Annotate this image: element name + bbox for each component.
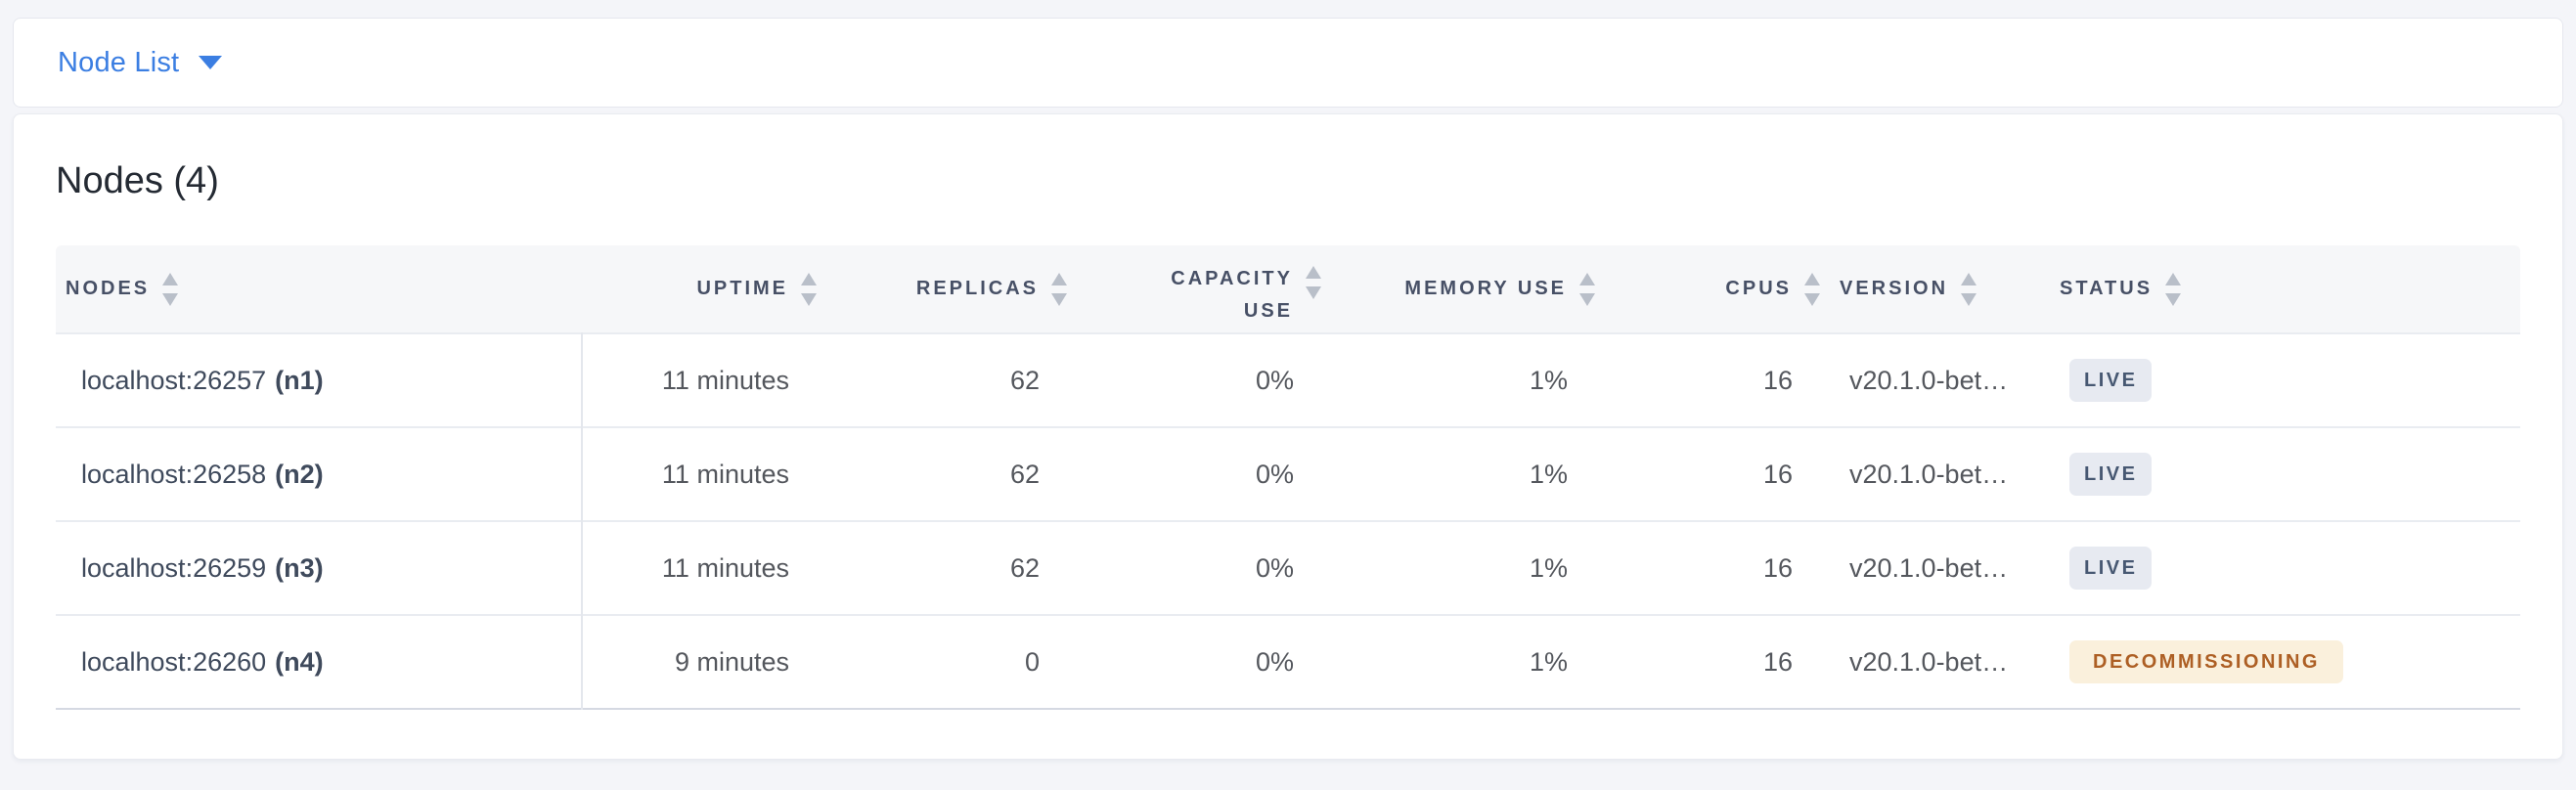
- replicas-cell: 62: [1009, 365, 1040, 395]
- column-label: NODES: [66, 278, 151, 299]
- column-header-replicas[interactable]: REPLICAS: [826, 245, 1077, 333]
- capacity-use-cell: 0%: [1255, 459, 1294, 489]
- table-row: localhost:26258 (n2) 11 minutes 62 0% 1% …: [56, 427, 2520, 521]
- sort-icon: [1961, 272, 1977, 306]
- version-cell: v20.1.0-bet…: [1849, 646, 2009, 677]
- node-address: localhost:26260: [81, 646, 267, 677]
- uptime-cell: 11 minutes: [661, 365, 789, 395]
- table-header-row: NODES UPTIME REPLICAS CAPACITY USE MEMOR…: [56, 245, 2520, 333]
- column-header-uptime[interactable]: UPTIME: [582, 245, 826, 333]
- nodes-panel: Nodes (4) NODES UPTIME REPLICAS CAPACITY…: [13, 113, 2563, 760]
- replicas-cell: 62: [1009, 459, 1040, 489]
- memory-use-cell: 1%: [1529, 365, 1568, 395]
- sort-icon: [162, 272, 179, 306]
- column-label: STATUS: [2060, 278, 2154, 299]
- panel-title: Nodes (4): [56, 160, 219, 201]
- cpus-cell: 16: [1762, 646, 1793, 677]
- version-cell: v20.1.0-bet…: [1849, 459, 2009, 489]
- sort-icon: [2165, 272, 2182, 306]
- cpus-cell: 16: [1762, 459, 1793, 489]
- status-badge: DECOMMISSIONING: [2069, 640, 2343, 683]
- status-cell: LIVE: [2050, 521, 2520, 615]
- status-cell: DECOMMISSIONING: [2050, 615, 2520, 709]
- node-id: (n3): [275, 552, 324, 583]
- status-badge: LIVE: [2069, 359, 2153, 402]
- uptime-cell: 11 minutes: [661, 552, 789, 583]
- chevron-down-icon: [199, 56, 223, 69]
- node-id: (n1): [275, 365, 324, 395]
- nodes-table: NODES UPTIME REPLICAS CAPACITY USE MEMOR…: [56, 245, 2520, 710]
- column-label: VERSION: [1840, 278, 1949, 299]
- column-label: CAPACITY USE: [1171, 268, 1293, 322]
- table-row: localhost:26259 (n3) 11 minutes 62 0% 1% …: [56, 521, 2520, 615]
- uptime-cell: 11 minutes: [661, 459, 789, 489]
- sort-icon: [801, 272, 817, 306]
- node-id: (n2): [275, 459, 324, 489]
- replicas-cell: 62: [1009, 552, 1040, 583]
- column-label: UPTIME: [696, 278, 788, 299]
- column-header-version[interactable]: VERSION: [1830, 245, 2050, 333]
- version-cell: v20.1.0-bet…: [1849, 552, 2009, 583]
- sort-icon: [1579, 272, 1595, 306]
- version-cell: v20.1.0-bet…: [1849, 365, 2009, 395]
- capacity-use-cell: 0%: [1255, 365, 1294, 395]
- column-header-memory-use[interactable]: MEMORY USE: [1331, 245, 1605, 333]
- sort-icon: [1051, 272, 1067, 306]
- column-label: REPLICAS: [915, 278, 1039, 299]
- node-address-cell: localhost:26260 (n4): [56, 615, 583, 709]
- view-selector-bar: Node List: [13, 18, 2563, 108]
- node-id: (n4): [275, 646, 324, 677]
- memory-use-cell: 1%: [1529, 459, 1568, 489]
- column-header-nodes[interactable]: NODES: [56, 245, 582, 333]
- uptime-cell: 9 minutes: [674, 646, 789, 677]
- column-header-capacity-use[interactable]: CAPACITY USE: [1077, 245, 1331, 333]
- replicas-cell: 0: [1024, 646, 1040, 677]
- node-address-cell: localhost:26258 (n2): [56, 427, 583, 521]
- sort-icon: [1804, 272, 1820, 306]
- capacity-use-cell: 0%: [1255, 646, 1294, 677]
- table-row: localhost:26260 (n4) 9 minutes 0 0% 1% 16…: [56, 615, 2520, 709]
- status-cell: LIVE: [2050, 427, 2520, 521]
- view-dropdown[interactable]: Node List: [58, 46, 223, 79]
- cpus-cell: 16: [1762, 552, 1793, 583]
- node-address-cell: localhost:26259 (n3): [56, 521, 583, 615]
- node-address-cell: localhost:26257 (n1): [56, 333, 583, 427]
- column-header-status[interactable]: STATUS: [2050, 245, 2520, 333]
- node-address: localhost:26259: [81, 552, 267, 583]
- cpus-cell: 16: [1762, 365, 1793, 395]
- column-header-cpus[interactable]: CPUS: [1605, 245, 1830, 333]
- column-label: MEMORY USE: [1404, 278, 1567, 299]
- table-row: localhost:26257 (n1) 11 minutes 62 0% 1% …: [56, 333, 2520, 427]
- status-cell: LIVE: [2050, 333, 2520, 427]
- capacity-use-cell: 0%: [1255, 552, 1294, 583]
- memory-use-cell: 1%: [1529, 552, 1568, 583]
- status-badge: LIVE: [2069, 453, 2153, 496]
- status-badge: LIVE: [2069, 547, 2153, 590]
- column-label: CPUS: [1725, 278, 1792, 299]
- node-address: localhost:26257: [81, 365, 267, 395]
- sort-icon: [1306, 266, 1321, 299]
- memory-use-cell: 1%: [1529, 646, 1568, 677]
- view-dropdown-label: Node List: [58, 46, 180, 78]
- node-address: localhost:26258: [81, 459, 267, 489]
